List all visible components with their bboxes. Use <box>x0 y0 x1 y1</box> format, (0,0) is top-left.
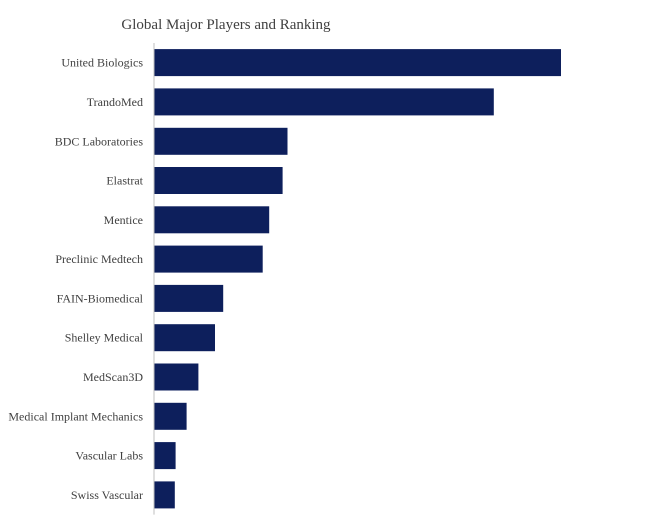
bar-vascular-labs <box>154 442 176 470</box>
category-label: BDC Laboratories <box>55 134 144 148</box>
bar-preclinic-medtech <box>154 245 263 273</box>
bar-united-biologics <box>154 49 561 77</box>
bar-bdc-laboratories <box>154 127 288 155</box>
category-label: Shelley Medical <box>65 331 144 345</box>
category-label: Elastrat <box>106 174 143 188</box>
bar-mentice <box>154 206 270 234</box>
chart-title: Global Major Players and Ranking <box>121 17 331 33</box>
category-label: Mentice <box>104 213 143 227</box>
category-label: Swiss Vascular <box>71 488 143 502</box>
category-label: United Biologics <box>61 56 143 70</box>
bar-swiss-vascular <box>154 481 175 509</box>
category-label: MedScan3D <box>83 370 143 384</box>
category-label: TrandoMed <box>87 95 143 109</box>
bar-trandomed <box>154 88 494 116</box>
category-label: Vascular Labs <box>75 449 143 463</box>
bar-shelley-medical <box>154 324 215 352</box>
bar-medscan3d <box>154 363 199 391</box>
bar-elastrat <box>154 167 283 194</box>
bar-medical-implant-mechanics <box>154 402 187 430</box>
category-label: Preclinic Medtech <box>55 252 143 266</box>
bar-fain-biomedical <box>154 284 224 312</box>
category-label: Medical Implant Mechanics <box>8 409 143 423</box>
category-label: FAIN-Biomedical <box>57 291 144 305</box>
